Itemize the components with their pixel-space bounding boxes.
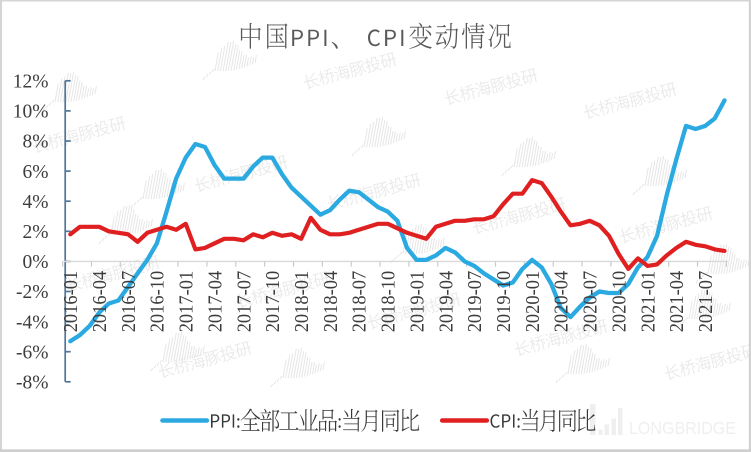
svg-text:2016-04: 2016-04 [89, 271, 111, 333]
svg-text:LONGBRIDGE: LONGBRIDGE [629, 418, 736, 438]
svg-text:2019-10: 2019-10 [493, 271, 515, 333]
svg-text:2%: 2% [23, 222, 49, 243]
svg-text:2016-07: 2016-07 [118, 271, 140, 333]
svg-text:2020-04: 2020-04 [551, 271, 573, 333]
svg-text:2017-07: 2017-07 [233, 271, 255, 333]
svg-text:2019-04: 2019-04 [435, 271, 457, 333]
svg-text:2017-01: 2017-01 [176, 271, 198, 333]
svg-text:2020-07: 2020-07 [580, 271, 602, 333]
svg-text:2018-01: 2018-01 [291, 271, 313, 333]
svg-text:8%: 8% [23, 132, 49, 153]
svg-text:2019-01: 2019-01 [406, 271, 428, 333]
svg-text:4%: 4% [23, 192, 49, 213]
svg-text:12%: 12% [13, 72, 49, 93]
svg-text:2018-10: 2018-10 [378, 271, 400, 333]
svg-text:2016-10: 2016-10 [147, 271, 169, 333]
svg-text:2018-04: 2018-04 [320, 271, 342, 333]
svg-text:2020-01: 2020-01 [522, 271, 544, 333]
svg-text:-8%: -8% [16, 373, 49, 394]
svg-text:2017-10: 2017-10 [262, 271, 284, 333]
svg-text:10%: 10% [13, 102, 49, 123]
svg-text:-6%: -6% [16, 342, 49, 363]
svg-text:2017-04: 2017-04 [204, 271, 226, 333]
svg-text:2018-07: 2018-07 [349, 271, 371, 333]
svg-text:2020-10: 2020-10 [608, 271, 630, 333]
svg-text:0%: 0% [23, 252, 49, 273]
svg-text:-2%: -2% [16, 282, 49, 303]
svg-text:-4%: -4% [16, 312, 49, 333]
svg-text:2019-07: 2019-07 [464, 271, 486, 333]
svg-text:2021-01: 2021-01 [637, 271, 659, 333]
svg-text:2021-07: 2021-07 [695, 271, 717, 333]
svg-text:2021-04: 2021-04 [666, 271, 688, 333]
svg-text:2016-01: 2016-01 [60, 271, 82, 333]
svg-text:6%: 6% [23, 162, 49, 183]
